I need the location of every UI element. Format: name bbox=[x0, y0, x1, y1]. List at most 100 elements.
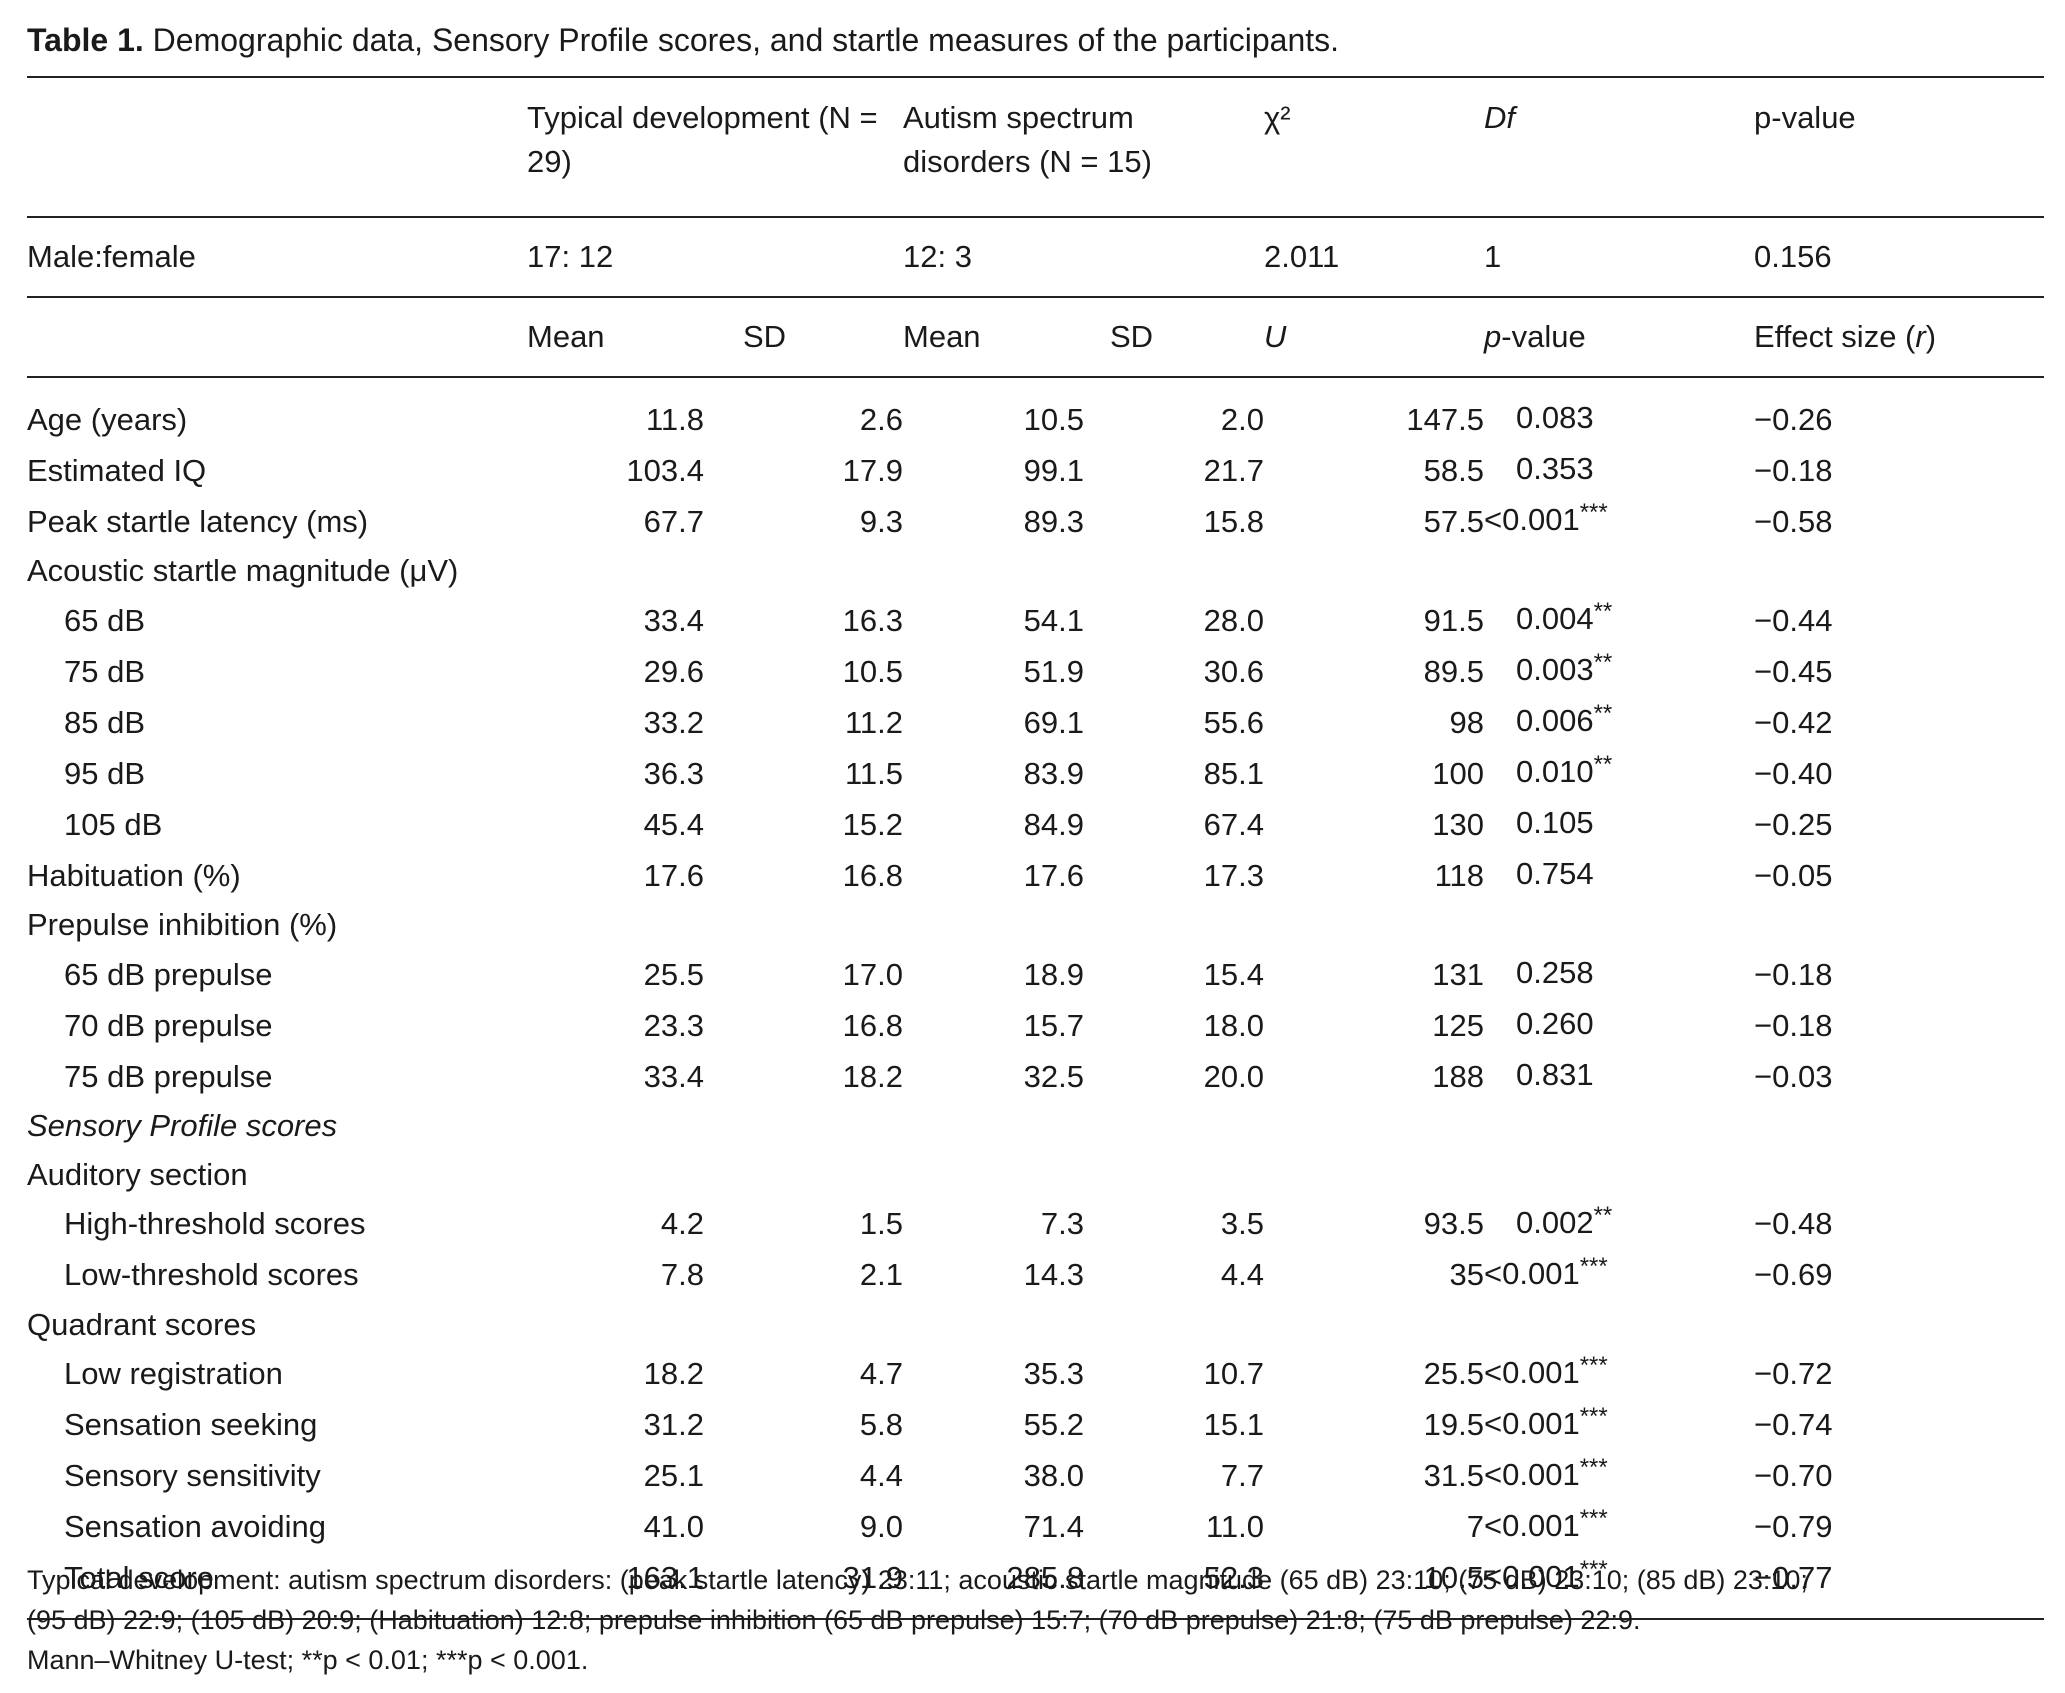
empty-cell bbox=[704, 1102, 903, 1150]
p-value-text: <0.001 bbox=[1484, 502, 1580, 537]
empty-cell bbox=[704, 1301, 903, 1349]
mean-asd: 69.1 bbox=[1023, 704, 1084, 740]
effect-size: −0.40 bbox=[1754, 755, 1833, 791]
table-title: Demographic data, Sensory Profile scores… bbox=[152, 22, 1340, 58]
p-value: 0.105 bbox=[1484, 799, 1754, 850]
p-value-text: 0.260 bbox=[1516, 1006, 1594, 1042]
p-value: 0.754 bbox=[1484, 850, 1754, 901]
empty-cell bbox=[903, 901, 1084, 949]
u-stat: 98 bbox=[1449, 704, 1484, 740]
sd-asd: 52.3 bbox=[1084, 1552, 1264, 1620]
table-row: 65 dB prepulse 25.5 17.0 18.9 15.4 131 0.258 −0… bbox=[27, 949, 2044, 1000]
significance-marker: *** bbox=[1579, 499, 1608, 526]
empty-cell bbox=[1264, 901, 1484, 949]
mean-asd: 14.3 bbox=[1023, 1257, 1084, 1293]
empty-cell bbox=[527, 1151, 704, 1199]
mean-asd: 285.8 bbox=[903, 1552, 1084, 1620]
row-label: Sensory sensitivity bbox=[64, 1458, 321, 1494]
row-label: Auditory section bbox=[27, 1156, 248, 1192]
row-label: 70 dB prepulse bbox=[64, 1007, 273, 1043]
mean-td: 41.0 bbox=[643, 1509, 704, 1545]
mean-td: 25.5 bbox=[643, 956, 704, 992]
mean-asd: 89.3 bbox=[1023, 503, 1084, 539]
footnote-line-2: (95 dB) 22:9; (105 dB) 20:9; (Habituatio… bbox=[27, 1605, 1641, 1635]
significance-marker: *** bbox=[1579, 1402, 1608, 1430]
row-label: Low registration bbox=[64, 1356, 283, 1392]
row-label: Quadrant scores bbox=[27, 1306, 257, 1342]
header2-empty bbox=[27, 296, 527, 378]
empty-cell bbox=[1754, 1301, 2044, 1349]
empty-cell bbox=[1264, 1301, 1484, 1349]
mean-asd: 84.9 bbox=[1023, 806, 1084, 842]
mean-td: 163.1 bbox=[527, 1552, 704, 1620]
mean-td: 33.4 bbox=[643, 1058, 704, 1094]
table-row: 70 dB prepulse 23.3 16.8 15.7 18.0 125 0.260 −0… bbox=[27, 1000, 2044, 1051]
p-value-text: 0.010 bbox=[1516, 754, 1594, 790]
sd-asd: 15.4 bbox=[1203, 956, 1264, 992]
p-value: <0.001*** bbox=[1484, 1349, 1754, 1400]
mean-td: 7.8 bbox=[660, 1257, 704, 1293]
header-u: U bbox=[1264, 296, 1484, 378]
row-label: 75 dB bbox=[64, 653, 146, 689]
p-value-text: <0.001 bbox=[1484, 1405, 1580, 1441]
p-value-text: 0.004 bbox=[1516, 601, 1594, 637]
effect-size: −0.79 bbox=[1754, 1509, 1833, 1545]
sd-td: 31.9 bbox=[704, 1552, 903, 1620]
table-row: 85 dB 33.2 11.2 69.1 55.6 98 0.006** −0.42 bbox=[27, 697, 2044, 748]
mean-td: 31.2 bbox=[643, 1407, 704, 1443]
significance-marker: *** bbox=[1579, 1555, 1608, 1583]
mean-td: 29.6 bbox=[643, 653, 704, 689]
u-stat: 130 bbox=[1432, 806, 1484, 842]
row-label: Peak startle latency (ms) bbox=[27, 503, 369, 539]
effect-size: −0.44 bbox=[1754, 602, 1833, 638]
row-label: 65 dB prepulse bbox=[64, 956, 273, 992]
sd-asd: 28.0 bbox=[1203, 602, 1264, 638]
empty-cell bbox=[1084, 547, 1264, 595]
sd-td: 5.8 bbox=[859, 1407, 903, 1443]
empty-cell bbox=[903, 547, 1084, 595]
sd-asd: 10.7 bbox=[1203, 1356, 1264, 1392]
effect-size: −0.72 bbox=[1754, 1356, 1833, 1392]
mean-asd: 15.7 bbox=[1023, 1007, 1084, 1043]
table-row: Sensory sensitivity 25.1 4.4 38.0 7.7 31.5 <0.… bbox=[27, 1451, 2044, 1502]
significance-marker: *** bbox=[1579, 1504, 1608, 1532]
p-value-text: 0.003 bbox=[1516, 652, 1594, 688]
mean-td: 18.2 bbox=[643, 1356, 704, 1392]
mean-td: 67.7 bbox=[643, 503, 704, 539]
row-label: Sensation avoiding bbox=[64, 1509, 326, 1545]
sex-ratio-df: 1 bbox=[1484, 216, 1754, 297]
effect-size: −0.70 bbox=[1754, 1458, 1833, 1494]
mean-td: 23.3 bbox=[643, 1007, 704, 1043]
empty-cell bbox=[1484, 1102, 1754, 1150]
u-stat: 91.5 bbox=[1423, 602, 1484, 638]
sd-td: 2.6 bbox=[859, 401, 903, 437]
p-value: 0.002** bbox=[1484, 1199, 1754, 1250]
sd-td: 17.9 bbox=[842, 452, 903, 488]
row-label: 85 dB bbox=[64, 704, 146, 740]
mean-td: 11.8 bbox=[645, 401, 704, 437]
sex-ratio-row: Male:female 17: 12 12: 3 2.011 1 0.156 bbox=[27, 216, 2044, 297]
empty-cell bbox=[1754, 1102, 2044, 1150]
empty-cell bbox=[704, 547, 903, 595]
empty-cell bbox=[1264, 1102, 1484, 1150]
sd-td: 4.4 bbox=[859, 1458, 903, 1494]
header-p-value: p-value bbox=[1754, 76, 2044, 217]
sd-asd: 20.0 bbox=[1203, 1058, 1264, 1094]
sex-ratio-td: 17: 12 bbox=[527, 216, 903, 297]
table-label: Table 1. bbox=[27, 22, 144, 58]
table-row: Age (years) 11.8 2.6 10.5 2.0 147.5 0.083 −0.26 bbox=[27, 377, 2044, 445]
empty-cell bbox=[1084, 1301, 1264, 1349]
mean-asd: 55.2 bbox=[1023, 1407, 1084, 1443]
sd-asd: 15.8 bbox=[1203, 503, 1264, 539]
significance-marker: *** bbox=[1579, 1252, 1608, 1280]
header-df: Df bbox=[1484, 76, 1754, 217]
effect-size: −0.25 bbox=[1754, 806, 1833, 842]
effect-size: −0.69 bbox=[1754, 1257, 1833, 1293]
row-label: Estimated IQ bbox=[27, 452, 207, 488]
table-row: Habituation (%) 17.6 16.8 17.6 17.3 118 0.754 −… bbox=[27, 850, 2044, 901]
sex-ratio-chi2: 2.011 bbox=[1264, 216, 1484, 297]
mean-asd: 71.4 bbox=[1023, 1509, 1084, 1545]
results-table: Typical development (N = 29) Autism spec… bbox=[27, 76, 2044, 1620]
mean-asd: 38.0 bbox=[1023, 1458, 1084, 1494]
u-stat: 125 bbox=[1432, 1007, 1484, 1043]
